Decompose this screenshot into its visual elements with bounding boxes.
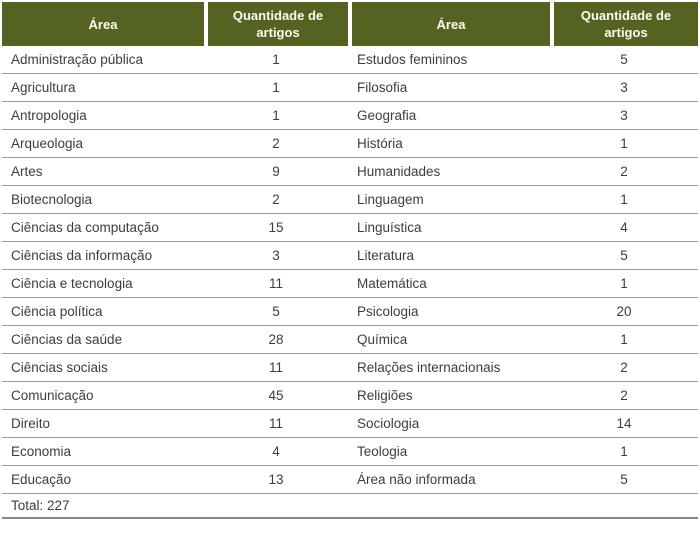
table-row: Agricultura 1 Filosofia 3: [2, 74, 698, 102]
table-row: Ciências sociais 11 Relações internacionai…: [2, 354, 698, 382]
qty-cell-right: 1: [550, 130, 698, 158]
qty-cell-left: 3: [204, 242, 348, 270]
area-cell-left: Ciência política: [2, 298, 204, 326]
area-cell-left: Administração pública: [2, 46, 204, 74]
area-cell-right: Geografia: [348, 102, 550, 130]
qty-cell-left: 28: [204, 326, 348, 354]
table-row: Ciências da informação 3 Literatura 5: [2, 242, 698, 270]
area-cell-left: Ciências da saúde: [2, 326, 204, 354]
qty-cell-left: 15: [204, 214, 348, 242]
header-qty-left: Quantidade de artigos: [204, 2, 348, 46]
area-cell-right: Filosofia: [348, 74, 550, 102]
area-cell-right: História: [348, 130, 550, 158]
area-cell-right: Sociologia: [348, 410, 550, 438]
qty-cell-left: 11: [204, 270, 348, 298]
qty-cell-left: 11: [204, 354, 348, 382]
area-cell-right: Matemática: [348, 270, 550, 298]
area-cell-right: Área não informada: [348, 466, 550, 494]
table-header: Área Quantidade de artigos Área Quantida…: [2, 2, 698, 46]
header-qty-right: Quantidade de artigos: [550, 2, 698, 46]
area-cell-left: Ciência e tecnologia: [2, 270, 204, 298]
qty-cell-left: 5: [204, 298, 348, 326]
table-row: Antropologia 1 Geografia 3: [2, 102, 698, 130]
area-cell-right: Relações internacionais: [348, 354, 550, 382]
table-row: Direito 11 Sociologia 14: [2, 410, 698, 438]
area-cell-left: Comunicação: [2, 382, 204, 410]
table-row: Comunicação 45 Religiões 2: [2, 382, 698, 410]
qty-cell-right: 1: [550, 270, 698, 298]
area-cell-left: Ciências da computação: [2, 214, 204, 242]
area-cell-left: Arqueologia: [2, 130, 204, 158]
qty-cell-left: 2: [204, 186, 348, 214]
table-row: Ciências da computação 15 Linguística 4: [2, 214, 698, 242]
total-label: Total: 227: [2, 494, 698, 519]
qty-cell-left: 2: [204, 130, 348, 158]
qty-cell-right: 4: [550, 214, 698, 242]
area-cell-right: Humanidades: [348, 158, 550, 186]
area-cell-right: Linguagem: [348, 186, 550, 214]
area-cell-left: Biotecnologia: [2, 186, 204, 214]
qty-cell-right: 3: [550, 102, 698, 130]
articles-per-area-table: Área Quantidade de artigos Área Quantida…: [2, 2, 698, 519]
area-cell-left: Artes: [2, 158, 204, 186]
area-cell-right: Psicologia: [348, 298, 550, 326]
qty-cell-right: 5: [550, 466, 698, 494]
total-row: Total: 227: [2, 494, 698, 519]
area-cell-left: Agricultura: [2, 74, 204, 102]
table-row: Economia 4 Teologia 1: [2, 438, 698, 466]
qty-cell-left: 9: [204, 158, 348, 186]
qty-cell-right: 2: [550, 354, 698, 382]
qty-cell-right: 20: [550, 298, 698, 326]
area-cell-right: Literatura: [348, 242, 550, 270]
qty-cell-right: 2: [550, 382, 698, 410]
area-cell-right: Religiões: [348, 382, 550, 410]
qty-cell-left: 45: [204, 382, 348, 410]
table-body: Administração pública 1 Estudos femininos 5…: [2, 46, 698, 494]
area-cell-left: Direito: [2, 410, 204, 438]
qty-cell-right: 1: [550, 326, 698, 354]
table-footer: Total: 227: [2, 494, 698, 519]
table-row: Artes 9 Humanidades 2: [2, 158, 698, 186]
qty-cell-left: 1: [204, 74, 348, 102]
area-cell-right: Linguística: [348, 214, 550, 242]
qty-cell-right: 1: [550, 438, 698, 466]
table-row: Ciências da saúde 28 Química 1: [2, 326, 698, 354]
area-cell-left: Antropologia: [2, 102, 204, 130]
qty-cell-right: 1: [550, 186, 698, 214]
qty-cell-right: 5: [550, 242, 698, 270]
table-row: Administração pública 1 Estudos femininos 5: [2, 46, 698, 74]
qty-cell-right: 3: [550, 74, 698, 102]
table-row: Educação 13 Área não informada 5: [2, 466, 698, 494]
qty-cell-left: 1: [204, 102, 348, 130]
table-row: Ciência política 5 Psicologia 20: [2, 298, 698, 326]
area-cell-right: Teologia: [348, 438, 550, 466]
area-cell-left: Educação: [2, 466, 204, 494]
qty-cell-left: 1: [204, 46, 348, 74]
qty-cell-right: 2: [550, 158, 698, 186]
area-cell-right: Química: [348, 326, 550, 354]
qty-cell-left: 4: [204, 438, 348, 466]
area-cell-left: Ciências da informação: [2, 242, 204, 270]
qty-cell-left: 11: [204, 410, 348, 438]
qty-cell-right: 5: [550, 46, 698, 74]
area-cell-right: Estudos femininos: [348, 46, 550, 74]
area-cell-left: Economia: [2, 438, 204, 466]
header-area-right: Área: [348, 2, 550, 46]
qty-cell-right: 14: [550, 410, 698, 438]
table-row: Arqueologia 2 História 1: [2, 130, 698, 158]
qty-cell-left: 13: [204, 466, 348, 494]
table-row: Biotecnologia 2 Linguagem 1: [2, 186, 698, 214]
table-row: Ciência e tecnologia 11 Matemática 1: [2, 270, 698, 298]
header-area-left: Área: [2, 2, 204, 46]
area-cell-left: Ciências sociais: [2, 354, 204, 382]
